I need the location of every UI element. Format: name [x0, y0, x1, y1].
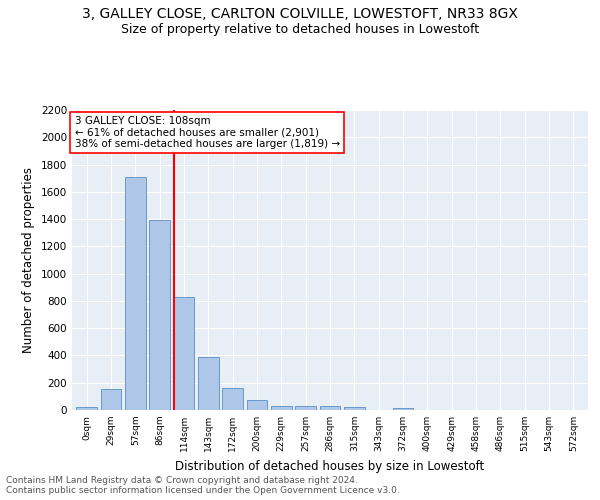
Bar — [344, 408, 365, 410]
Bar — [392, 408, 413, 410]
Bar — [247, 400, 268, 410]
Text: Size of property relative to detached houses in Lowestoft: Size of property relative to detached ho… — [121, 22, 479, 36]
Bar — [295, 406, 316, 410]
Bar — [271, 406, 292, 410]
Bar — [173, 297, 194, 410]
Text: 3, GALLEY CLOSE, CARLTON COLVILLE, LOWESTOFT, NR33 8GX: 3, GALLEY CLOSE, CARLTON COLVILLE, LOWES… — [82, 8, 518, 22]
X-axis label: Distribution of detached houses by size in Lowestoft: Distribution of detached houses by size … — [175, 460, 485, 472]
Text: 3 GALLEY CLOSE: 108sqm
← 61% of detached houses are smaller (2,901)
38% of semi-: 3 GALLEY CLOSE: 108sqm ← 61% of detached… — [74, 116, 340, 149]
Bar — [76, 408, 97, 410]
Text: Contains HM Land Registry data © Crown copyright and database right 2024.
Contai: Contains HM Land Registry data © Crown c… — [6, 476, 400, 495]
Bar — [320, 406, 340, 410]
Bar — [101, 389, 121, 410]
Bar — [198, 357, 218, 410]
Y-axis label: Number of detached properties: Number of detached properties — [22, 167, 35, 353]
Bar — [149, 220, 170, 410]
Bar — [222, 388, 243, 410]
Bar — [125, 177, 146, 410]
